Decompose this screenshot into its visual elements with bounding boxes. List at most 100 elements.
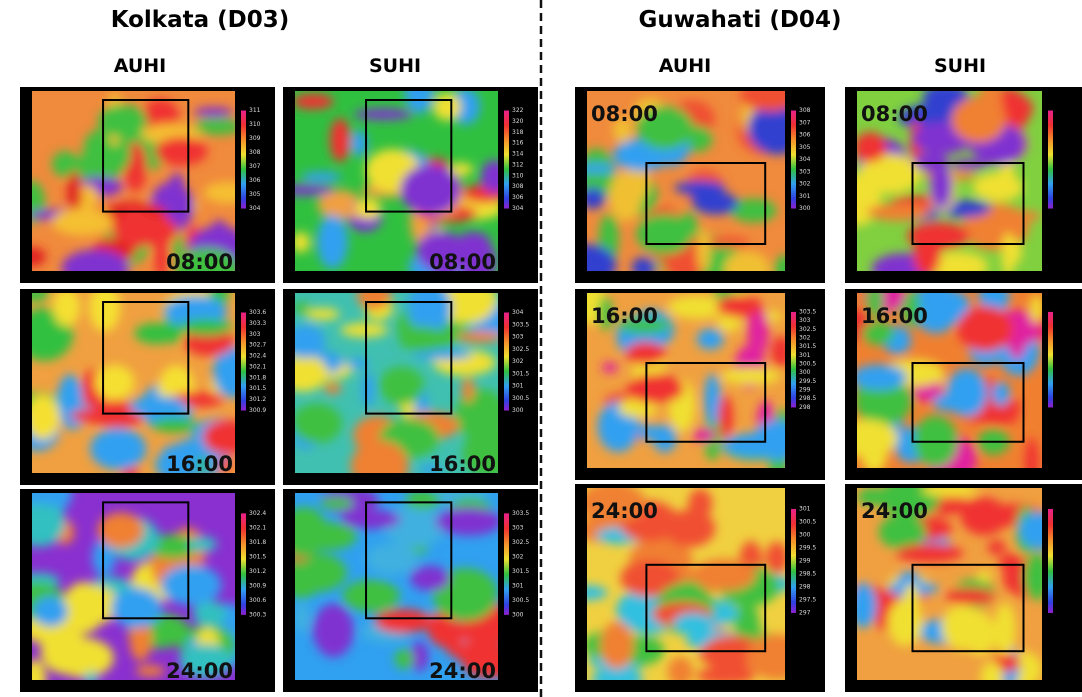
colorbar-label: 300.5 [799, 361, 816, 368]
colorbar [504, 111, 509, 209]
map-blob [697, 229, 710, 272]
time-label: 16:00 [861, 304, 928, 328]
map-blob [41, 628, 90, 674]
colorbar [791, 312, 796, 408]
map-blob [609, 172, 642, 222]
region-title: Kolkata (D03) [111, 7, 290, 33]
colorbar [504, 313, 509, 411]
colorbar-label: 309 [249, 135, 261, 142]
map-blob [50, 506, 65, 537]
map-panel: 32232031831631431231030830630408:00 [270, 70, 538, 287]
colorbar-label: 306 [799, 132, 811, 139]
map-blob [854, 132, 887, 162]
map-blob [366, 543, 418, 575]
colorbar-label: 300.9 [249, 582, 266, 589]
map-blob [1025, 438, 1039, 488]
colorbar-label: 302.1 [249, 524, 266, 531]
map-blob [721, 368, 781, 385]
map-blob [600, 621, 633, 669]
colorbar-label: 304 [249, 205, 261, 212]
colorbar [241, 513, 246, 615]
map-blob [53, 288, 80, 326]
map-blob [294, 602, 310, 632]
map-blob [462, 377, 474, 402]
map-blob [994, 603, 1016, 656]
colorbar-label: 300.6 [249, 597, 266, 604]
map-blob [292, 403, 342, 443]
column-label: SUHI [369, 55, 421, 77]
colorbar-label: 299 [799, 557, 811, 564]
map [280, 479, 517, 680]
time-label: 24:00 [861, 499, 928, 523]
colorbar-label: 303.5 [512, 510, 529, 517]
map-blob [457, 331, 503, 342]
colorbar-label: 316 [512, 140, 524, 147]
colorbar-label: 311 [249, 107, 261, 114]
colorbar-label: 302 [512, 358, 524, 365]
map-blob [693, 192, 738, 215]
map-blob [398, 326, 444, 351]
time-label: 08:00 [861, 102, 928, 126]
colorbar-label: 303 [512, 334, 524, 341]
colorbar-label: 301.5 [249, 553, 266, 560]
map-blob [913, 234, 940, 277]
map-blob [716, 295, 762, 317]
colorbar-label: 303.5 [799, 308, 816, 315]
colorbar-label: 301 [512, 582, 524, 589]
map-blob [95, 365, 135, 400]
colorbar-label: 300.3 [249, 611, 266, 618]
map-blob [70, 408, 131, 423]
colorbar-label: 301.8 [249, 539, 266, 546]
map-blob [941, 605, 983, 650]
colorbar-label: 305 [799, 144, 811, 151]
colorbar-label: 307 [249, 163, 261, 170]
colorbar-label: 300 [512, 407, 524, 414]
map-blob [354, 109, 413, 120]
map-blob [988, 540, 1006, 554]
time-label: 24:00 [429, 659, 496, 683]
column-label: SUHI [934, 55, 986, 77]
map-blob [435, 507, 502, 535]
map-blob [602, 362, 618, 372]
colorbar-label: 298 [799, 404, 811, 411]
colorbar-label: 299 [799, 387, 811, 394]
map-blob [340, 323, 388, 337]
map-panel: 302.4302.1301.8301.5301.2300.9300.6300.3… [8, 469, 275, 697]
colorbar-label: 303 [512, 524, 524, 531]
map-blob [161, 565, 222, 605]
map-blob [992, 382, 1010, 406]
map-panel: 08:00 [833, 80, 1082, 285]
map-blob [67, 171, 82, 215]
map-blob [982, 210, 1042, 223]
map-blob [270, 185, 334, 195]
time-label: 16:00 [591, 304, 658, 328]
colorbar-label: 303 [249, 331, 261, 338]
colorbar-label: 322 [512, 107, 524, 114]
colorbar-label: 299.5 [799, 378, 816, 385]
map-blob [930, 164, 953, 209]
map-panel: 303.5303302.5302301.5301300.5300299.5299… [573, 272, 825, 483]
colorbar-label: 301.2 [249, 396, 266, 403]
map-panel: 16:00 [833, 279, 1082, 488]
colorbar-label: 301.5 [249, 385, 266, 392]
colorbar-label: 306 [249, 177, 261, 184]
map-blob [188, 537, 217, 552]
colorbar-label: 303.6 [249, 309, 266, 316]
time-label: 16:00 [429, 452, 496, 476]
colorbar-label: 300.5 [512, 597, 529, 604]
map-blob [134, 323, 179, 344]
time-label: 08:00 [591, 102, 658, 126]
time-label: 24:00 [166, 659, 233, 683]
colorbar-label: 300 [799, 531, 811, 538]
colorbar-label: 300.5 [799, 518, 816, 525]
colorbar-label: 302.5 [512, 539, 529, 546]
map-blob [896, 544, 964, 563]
colorbar-label: 301 [799, 352, 811, 359]
map-blob [999, 553, 1022, 571]
map-blob [410, 566, 450, 591]
map-blob [90, 428, 146, 470]
figure: Kolkata (D03)AUHI31131030930830730630530… [0, 0, 1082, 697]
colorbar-label: 302 [512, 553, 524, 560]
colorbar-label: 303 [799, 317, 811, 324]
map-blob [324, 383, 342, 394]
